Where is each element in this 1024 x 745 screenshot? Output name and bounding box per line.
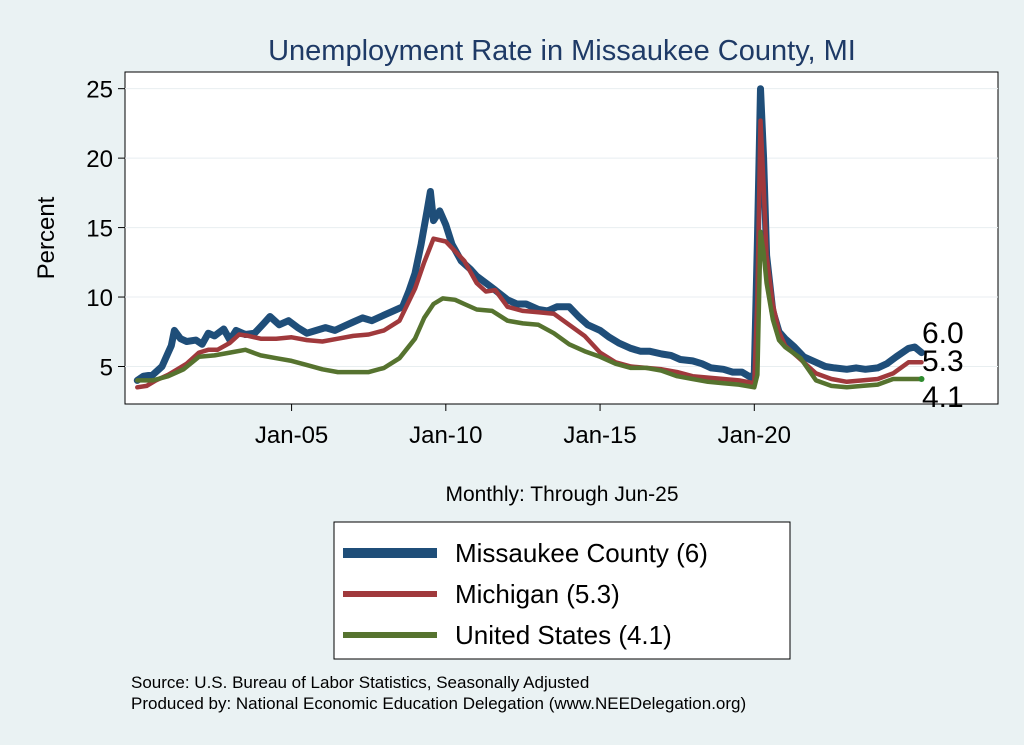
end-label-missaukee-county: 6.0 [922, 317, 964, 350]
y-tick-label-15: 15 [86, 216, 113, 243]
y-tick-label-10: 10 [86, 285, 113, 312]
series-line-united-states [135, 229, 924, 390]
us-end-marker [918, 375, 925, 382]
legend-items: Missaukee County (6) Michigan (5.3) United… [343, 538, 708, 650]
x-tick-label-Jan-05: Jan-05 [255, 422, 328, 449]
end-label-layer: 6.05.34.1 [918, 317, 964, 414]
producer-note: Produced by: National Economic Education… [131, 694, 747, 713]
y-tick-label-25: 25 [86, 77, 113, 104]
x-tick-label-Jan-10: Jan-10 [409, 422, 482, 449]
legend: Missaukee County (6) Michigan (5.3) United… [333, 521, 791, 660]
grid-layer [125, 88, 998, 367]
series-line-michigan [135, 118, 924, 390]
plot-area [124, 71, 999, 405]
y-tick-label-5: 5 [100, 354, 113, 381]
y-tick-label-20: 20 [86, 146, 113, 173]
x-tick-label-Jan-15: Jan-15 [563, 422, 636, 449]
y-axis-title: Percent [33, 196, 60, 279]
source-note: Source: U.S. Bureau of Labor Statistics,… [131, 673, 590, 692]
legend-label-missaukee-county: Missaukee County (6) [455, 538, 708, 568]
series-layer [133, 85, 925, 390]
legend-label-michigan: Michigan (5.3) [455, 579, 620, 609]
end-label-united-states: 4.1 [922, 381, 964, 414]
legend-label-united-states: United States (4.1) [455, 620, 672, 650]
end-label-michigan: 5.3 [922, 345, 964, 378]
chart-title: Unemployment Rate in Missaukee County, M… [268, 35, 856, 67]
x-tick-label-Jan-20: Jan-20 [718, 422, 791, 449]
x-axis-title: Monthly: Through Jun-25 [445, 483, 678, 506]
tick-layer: 5 10 15 20 25 Jan-05 Jan-10 Jan-15 Jan-20 [86, 77, 791, 449]
